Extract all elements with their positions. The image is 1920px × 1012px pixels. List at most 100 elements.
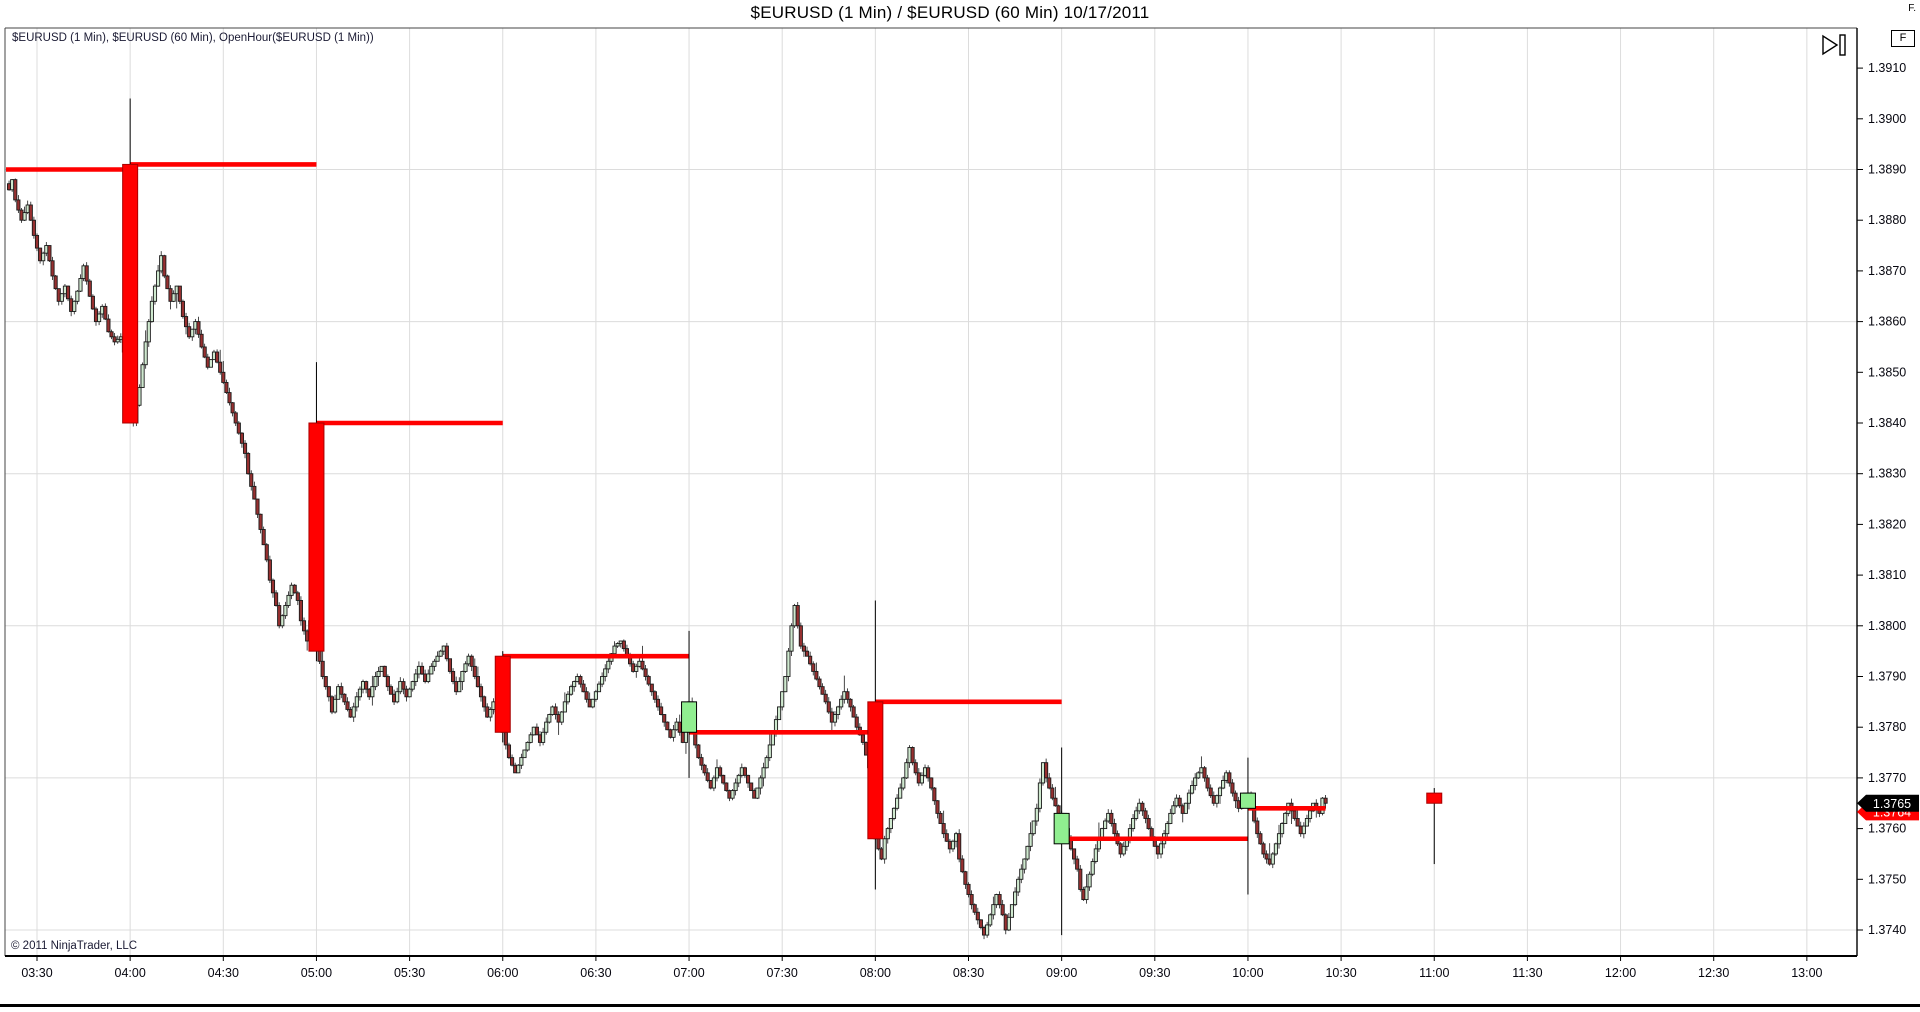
minute-candle bbox=[817, 678, 822, 688]
minute-candle bbox=[320, 660, 325, 677]
minute-candle bbox=[1078, 868, 1083, 890]
minute-candle bbox=[724, 782, 729, 792]
window-corner-label: F. bbox=[1908, 3, 1916, 14]
minute-candle bbox=[41, 252, 46, 262]
minute-candle bbox=[447, 658, 453, 672]
hourly-candle bbox=[1426, 792, 1443, 804]
minute-candle bbox=[1028, 833, 1033, 847]
minute-candle bbox=[59, 293, 64, 302]
x-axis-label: 08:30 bbox=[953, 966, 984, 980]
minute-candle bbox=[913, 762, 918, 774]
go-to-last-bar-icon[interactable] bbox=[1820, 33, 1852, 57]
minute-candle bbox=[199, 333, 204, 348]
minute-candle bbox=[1090, 861, 1095, 875]
minute-candle bbox=[733, 782, 738, 792]
minute-candle bbox=[1273, 843, 1278, 855]
minute-candle bbox=[885, 828, 890, 840]
minute-candle bbox=[655, 698, 661, 708]
minute-candle bbox=[640, 660, 645, 670]
minute-candle bbox=[659, 706, 664, 715]
minute-candle bbox=[1255, 820, 1260, 835]
x-axis-label: 10:00 bbox=[1232, 966, 1263, 980]
y-axis-label: 1.3890 bbox=[1868, 163, 1906, 177]
minute-candle bbox=[137, 387, 142, 406]
minute-candle bbox=[826, 701, 831, 713]
minute-candle bbox=[646, 676, 651, 685]
minute-candle bbox=[1214, 795, 1219, 804]
minute-candle bbox=[180, 300, 185, 317]
minute-candle bbox=[882, 838, 887, 860]
minute-candle bbox=[267, 559, 272, 581]
minute-candle bbox=[895, 797, 900, 809]
svg-text:1.3765: 1.3765 bbox=[1873, 797, 1911, 811]
minute-candle bbox=[1264, 853, 1269, 860]
grid bbox=[5, 28, 1857, 956]
minute-candle bbox=[603, 668, 608, 677]
minute-candle bbox=[233, 412, 238, 424]
minute-candle bbox=[382, 665, 387, 677]
minute-candle bbox=[28, 204, 33, 221]
minute-candle bbox=[944, 833, 949, 842]
minute-candle bbox=[401, 681, 406, 690]
minute-candle bbox=[156, 270, 161, 287]
minute-candle bbox=[242, 442, 248, 454]
minute-candle bbox=[749, 782, 754, 792]
minute-candle bbox=[612, 645, 617, 655]
y-axis-label: 1.3860 bbox=[1868, 315, 1906, 329]
minute-candle bbox=[357, 688, 362, 698]
x-axis-label: 11:30 bbox=[1512, 966, 1542, 980]
minute-candle bbox=[584, 691, 589, 700]
minute-candle bbox=[1276, 833, 1282, 845]
minute-candle bbox=[140, 364, 145, 388]
y-axis-label: 1.3810 bbox=[1868, 568, 1906, 582]
minute-candle bbox=[1034, 807, 1039, 822]
minute-candle bbox=[258, 513, 263, 530]
minute-candle bbox=[652, 691, 657, 700]
minute-candle bbox=[1146, 818, 1151, 830]
minute-candle bbox=[721, 774, 726, 784]
x-axis-label: 07:00 bbox=[673, 966, 704, 980]
minute-candle bbox=[767, 744, 772, 759]
minute-candle bbox=[460, 670, 465, 683]
y-axis-label: 1.3910 bbox=[1868, 61, 1906, 75]
minute-candle bbox=[87, 280, 92, 297]
y-axis-label: 1.3880 bbox=[1868, 213, 1906, 227]
hourly-candle bbox=[867, 701, 884, 840]
minute-candle bbox=[988, 914, 993, 926]
minute-candle bbox=[519, 757, 524, 766]
minute-candle bbox=[162, 255, 167, 277]
minute-candle bbox=[1031, 820, 1036, 835]
minute-candle bbox=[845, 691, 850, 700]
minute-candle bbox=[1140, 802, 1145, 812]
y-axis-label: 1.3770 bbox=[1868, 771, 1906, 785]
minute-candle bbox=[801, 645, 806, 652]
minute-candle bbox=[522, 749, 527, 759]
minute-candle bbox=[761, 767, 766, 779]
minute-candle bbox=[1087, 873, 1092, 888]
minute-candle bbox=[730, 790, 735, 799]
minute-candle bbox=[388, 686, 394, 695]
minute-candle bbox=[1221, 779, 1226, 789]
minute-candle bbox=[1233, 792, 1238, 802]
minute-candle bbox=[224, 381, 229, 394]
minute-candle bbox=[1037, 782, 1042, 809]
minute-candle bbox=[280, 615, 285, 627]
minute-candle bbox=[978, 919, 983, 928]
minute-candle bbox=[323, 676, 328, 688]
minute-candle bbox=[270, 579, 276, 594]
x-axis-label: 13:00 bbox=[1791, 966, 1822, 980]
minute-candle bbox=[1280, 823, 1285, 835]
minute-candle bbox=[891, 807, 897, 819]
focus-button[interactable]: F bbox=[1891, 30, 1915, 47]
minute-candle bbox=[808, 655, 813, 665]
minute-candle bbox=[1283, 812, 1288, 824]
minute-candle bbox=[246, 452, 251, 475]
minute-candle bbox=[385, 676, 390, 688]
chart-title: $EURUSD (1 Min) / $EURUSD (60 Min) 10/17… bbox=[750, 3, 1150, 22]
minute-candle bbox=[1006, 916, 1011, 931]
minute-candle bbox=[230, 402, 235, 414]
hourly-candle bbox=[1239, 792, 1256, 809]
minute-candle bbox=[1103, 820, 1108, 830]
minute-candle bbox=[239, 432, 244, 444]
